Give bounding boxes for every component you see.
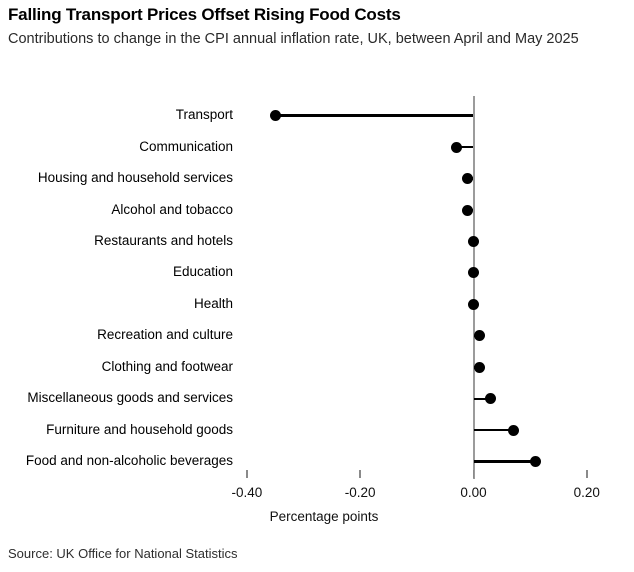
- lollipop-dot: [468, 298, 479, 310]
- lollipop-stem: [473, 397, 491, 400]
- x-axis-tick-label: -0.20: [344, 485, 376, 500]
- x-axis-title: Percentage points: [269, 509, 379, 524]
- lollipop-stem: [473, 460, 536, 463]
- category-label: Education: [172, 264, 233, 280]
- category-label: Alcohol and tobacco: [111, 201, 233, 217]
- lollipop-dot: [507, 424, 519, 436]
- category-label: Miscellaneous goods and services: [27, 390, 233, 406]
- lollipop-stem: [473, 428, 514, 432]
- lollipop-dot: [473, 330, 485, 342]
- lollipop-stem: [456, 145, 474, 149]
- chart-title: Falling Transport Prices Offset Rising F…: [8, 5, 401, 24]
- lollipop-dot: [530, 456, 542, 468]
- lollipop-dot: [462, 173, 474, 185]
- lollipop-stem: [275, 114, 474, 117]
- lollipop-dot: [473, 361, 485, 373]
- lollipop-dot: [451, 141, 462, 153]
- x-axis-tick: [359, 470, 361, 478]
- category-label: Restaurants and hotels: [94, 233, 233, 248]
- lollipop-dot: [468, 267, 479, 279]
- lollipop-dot: [269, 110, 281, 122]
- x-axis-tick: [246, 470, 248, 478]
- lollipop-dot: [468, 236, 479, 247]
- category-label: Housing and household services: [37, 170, 233, 186]
- category-label: Recreation and culture: [97, 327, 233, 343]
- category-label: Transport: [175, 107, 233, 123]
- lollipop-dot: [484, 393, 496, 405]
- source-note: Source: UK Office for National Statistic…: [8, 546, 238, 561]
- x-axis-tick: [472, 470, 475, 478]
- lollipop-dot: [462, 204, 474, 216]
- category-label: Furniture and household goods: [46, 421, 233, 437]
- category-label: Clothing and footwear: [101, 358, 233, 374]
- x-axis-tick-label: -0.40: [231, 485, 263, 500]
- category-label: Health: [193, 295, 233, 311]
- zero-axis-line: [472, 96, 475, 479]
- category-label: Communication: [139, 138, 233, 154]
- x-axis-tick-label: 0.00: [460, 485, 487, 500]
- chart-subtitle: Contributions to change in the CPI annua…: [8, 31, 579, 47]
- x-axis-tick: [586, 470, 588, 478]
- x-axis-tick-label: 0.20: [573, 485, 600, 500]
- category-label: Food and non-alcoholic beverages: [25, 453, 233, 469]
